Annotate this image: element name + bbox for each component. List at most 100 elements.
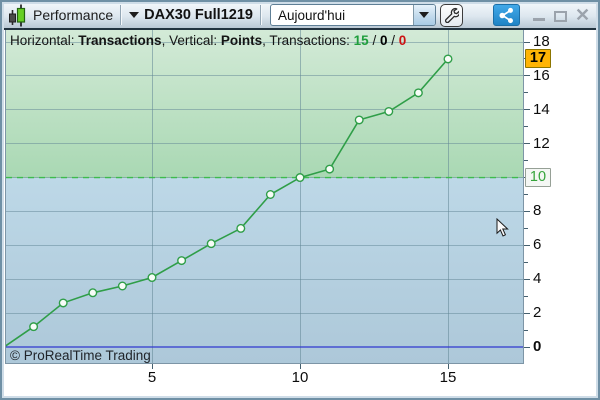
y-axis[interactable]: 17 10 024681012141618 [524,30,598,365]
chart-info-header: Horizontal: Transactions, Vertical: Poin… [10,33,406,48]
gridline [6,244,523,246]
gridline [6,109,523,111]
y-tick [524,143,530,145]
y-tick [524,244,530,246]
titlebar[interactable]: Performance DAX30 Full1219 Aujourd'hui [2,2,598,30]
settings-button[interactable] [439,3,463,27]
data-point-marker[interactable] [147,273,157,283]
data-point-marker[interactable] [117,281,127,291]
x-axis[interactable]: 5 10 15 [6,364,523,397]
data-point-marker[interactable] [29,322,39,332]
wrench-icon [445,8,460,23]
y-tick-label: 16 [533,66,550,84]
close-icon: ✕ [574,4,591,25]
minimize-button[interactable] [531,8,546,23]
data-point-marker[interactable] [206,239,216,249]
close-button[interactable]: ✕ [574,4,591,25]
header-segment: 0 [398,33,407,48]
x-tick [151,364,153,369]
y-tick [524,210,530,212]
header-segment: / [387,33,399,48]
x-tick [447,364,449,369]
y-tick-label: 18 [533,33,550,50]
chevron-down-icon [129,12,140,18]
gridline [6,210,523,212]
data-point-marker[interactable] [354,115,364,125]
candlestick-icon [9,4,26,26]
period-value: Aujourd'hui [277,8,346,23]
performance-line-chart [6,54,523,348]
y-tick [524,346,530,348]
header-segment: Transactions [78,33,162,48]
data-point-marker[interactable] [295,173,305,183]
y-tick [524,194,528,195]
separator [120,5,123,25]
gridline [6,143,523,145]
header-segment: , Transactions: [262,33,354,48]
x-tick-label: 15 [439,369,457,386]
y-tick-label: 2 [533,304,542,322]
share-button[interactable] [493,4,520,26]
minimize-icon [532,17,545,21]
data-point-marker[interactable] [58,298,68,308]
y-tick [524,329,528,331]
period-select[interactable]: Aujourd'hui [269,4,436,26]
data-point-marker[interactable] [265,190,275,200]
arrow-cursor-icon [496,218,509,237]
share-nodes-icon [499,7,513,23]
y-tick [524,278,530,280]
window-controls: ✕ [531,4,591,25]
maximize-button[interactable] [553,8,568,23]
gridline [151,30,153,363]
y-tick [524,227,528,229]
y-tick [524,160,528,162]
y-tick-label: 8 [533,202,542,220]
y-tick [524,126,528,128]
header-segment: Horizontal: [10,33,79,48]
chart-plot-area[interactable]: Horizontal: Transactions, Vertical: Poin… [6,30,523,363]
header-segment: , Vertical: [161,33,221,48]
data-point-marker[interactable] [325,164,335,174]
maximize-icon [554,10,567,22]
data-point-marker[interactable] [413,88,423,98]
data-point-marker[interactable] [177,256,187,266]
x-tick-label: 10 [291,369,309,386]
gridline [6,278,523,280]
header-segment: 0 [379,33,388,48]
threshold-value-badge: 10 [525,168,551,188]
header-segment: 15 [353,33,369,48]
y-tick [524,92,528,94]
gridline [447,30,449,363]
window-title: Performance [33,7,114,23]
current-value-badge: 17 [525,49,551,69]
gridline [6,75,523,77]
watermark: © ProRealTime Trading [10,348,151,363]
y-tick [524,41,530,43]
instrument-selector[interactable]: DAX30 Full1219 [129,7,253,23]
gridline [6,312,523,314]
gridline [299,30,301,363]
x-tick [299,364,301,369]
y-tick-label: 4 [533,270,542,288]
y-tick-label: 14 [533,100,550,118]
separator [259,5,262,25]
data-point-marker[interactable] [88,288,98,298]
y-tick [524,312,530,314]
gridline [6,41,523,43]
header-segment: Points [220,33,263,48]
instrument-label: DAX30 Full1219 [144,7,253,23]
data-point-marker[interactable] [384,106,394,116]
data-point-marker[interactable] [236,223,246,233]
y-tick [524,109,530,111]
header-segment: / [368,33,380,48]
y-tick [524,261,528,263]
y-tick-label: 6 [533,236,542,254]
data-point-marker[interactable] [443,54,453,64]
y-tick-label: 0 [533,338,542,355]
x-tick-label: 5 [147,369,157,386]
blue-zone [6,177,523,363]
chevron-down-icon[interactable] [412,5,435,25]
y-tick [524,75,530,77]
green-zone [6,30,523,178]
